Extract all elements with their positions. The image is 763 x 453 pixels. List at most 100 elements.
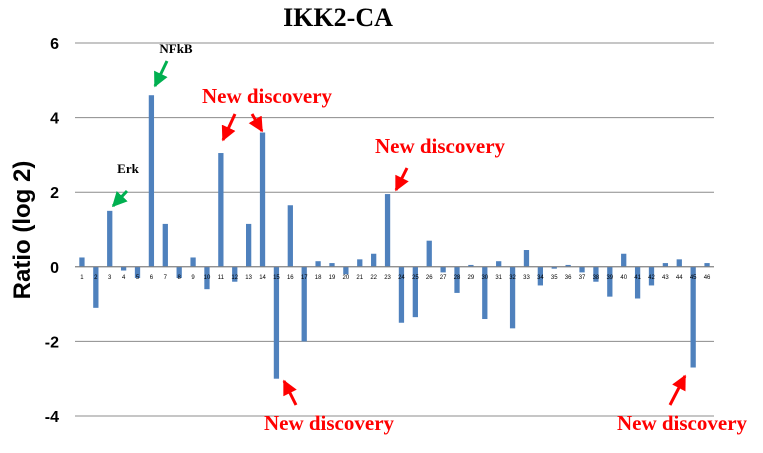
- x-tick-label: 18: [315, 275, 322, 281]
- x-tick-label: 19: [329, 275, 336, 281]
- bar: [79, 257, 85, 267]
- y-tick-label: 0: [50, 260, 59, 277]
- annotation-nfkb-label: NFkB: [159, 41, 193, 56]
- x-tick-label: 45: [690, 275, 697, 281]
- x-tick-label: 10: [204, 275, 211, 281]
- bar: [454, 266, 460, 293]
- bar: [329, 263, 335, 267]
- x-tick-label: 31: [495, 275, 502, 281]
- bar: [676, 259, 682, 267]
- x-tick-label: 5: [136, 275, 140, 281]
- x-tick-label: 16: [287, 275, 294, 281]
- bar: [426, 240, 432, 267]
- annotation-new-discovery-4-arrow: [668, 374, 687, 406]
- bar: [593, 266, 599, 282]
- bar: [496, 261, 502, 267]
- bar: [648, 266, 655, 286]
- annotation-new-discovery-1-arrow-a: [221, 113, 237, 142]
- bar: [315, 261, 321, 267]
- x-tick-label: 27: [440, 275, 447, 281]
- bar: [551, 266, 557, 269]
- bar: [218, 153, 224, 267]
- x-tick-label: 20: [343, 275, 350, 281]
- x-tick-label: 6: [150, 275, 154, 281]
- x-tick-label: 29: [468, 275, 475, 281]
- annotation-erk-arrow: [111, 189, 129, 208]
- bar: [162, 223, 168, 267]
- bar: [579, 266, 585, 273]
- x-tick-label: 23: [384, 275, 391, 281]
- annotation-new-discovery-3-label: New discovery: [264, 411, 395, 435]
- x-tick-label: 3: [108, 275, 112, 281]
- bar: [384, 194, 391, 267]
- bar: [93, 266, 99, 308]
- y-tick-labels: -4 -2 0 2 4 6: [45, 36, 59, 426]
- bar: [690, 266, 696, 368]
- bar: [537, 266, 543, 286]
- bar: [107, 210, 113, 267]
- bar: [565, 264, 571, 267]
- x-tick-label: 7: [164, 275, 168, 281]
- bar: [148, 95, 155, 267]
- x-tick-label: 35: [551, 275, 558, 281]
- bar: [509, 266, 516, 329]
- bars: [79, 95, 710, 379]
- bar: [134, 266, 141, 278]
- x-tick-label: 37: [579, 275, 586, 281]
- bar: [634, 266, 641, 299]
- bar: [204, 266, 210, 290]
- bar: [607, 266, 613, 297]
- bar: [662, 263, 669, 267]
- annotation-erk-label: Erk: [117, 161, 139, 176]
- bar: [412, 266, 418, 318]
- x-tick-label: 12: [231, 275, 238, 281]
- annotation-new-discovery-1-label: New discovery: [202, 84, 333, 108]
- y-tick-label: 6: [50, 36, 59, 53]
- x-tick-label: 25: [412, 275, 419, 281]
- bar: [273, 266, 280, 379]
- annotations: NFkB Erk New discovery New discovery New…: [111, 41, 748, 435]
- x-tick-label: 11: [218, 275, 225, 281]
- annotation-nfkb-arrow: [153, 60, 169, 88]
- x-tick-label: 1: [80, 275, 84, 281]
- x-tick-label: 21: [356, 275, 363, 281]
- annotation-new-discovery-2-label: New discovery: [375, 134, 506, 158]
- x-tick-label: 9: [191, 275, 195, 281]
- x-tick-label: 34: [537, 275, 544, 281]
- x-tick-label: 46: [704, 275, 711, 281]
- x-tick-label: 41: [634, 275, 641, 281]
- x-tick-label: 26: [426, 275, 433, 281]
- bar: [482, 266, 488, 320]
- y-tick-label: -4: [45, 409, 59, 426]
- annotation-new-discovery-1-arrow-b: [248, 113, 264, 133]
- bar: [246, 223, 252, 267]
- x-tick-label: 33: [523, 275, 530, 281]
- bar: [704, 263, 710, 267]
- annotation-new-discovery-4-label: New discovery: [617, 411, 748, 435]
- x-tick-label: 38: [593, 275, 600, 281]
- x-tick-label: 42: [648, 275, 655, 281]
- x-tick-label: 36: [565, 275, 572, 281]
- x-tick-label: 43: [662, 275, 669, 281]
- y-tick-label: -2: [45, 334, 59, 351]
- annotation-new-discovery-3-arrow: [282, 379, 298, 406]
- bar: [232, 266, 238, 282]
- bar: [468, 264, 474, 267]
- x-tick-label: 4: [122, 275, 126, 281]
- x-tick-label: 32: [509, 275, 516, 281]
- bar: [398, 266, 405, 323]
- bar: [120, 266, 127, 271]
- bar: [190, 257, 196, 267]
- y-axis-label: Ratio (log 2): [9, 161, 36, 300]
- x-tick-label: 17: [301, 275, 308, 281]
- x-tick-label: 30: [481, 275, 488, 281]
- bar: [343, 266, 349, 275]
- bar: [259, 132, 266, 267]
- x-tick-label: 2: [94, 275, 98, 281]
- y-tick-label: 4: [50, 111, 59, 128]
- gridlines: [75, 42, 714, 417]
- x-tick-label: 8: [178, 275, 182, 281]
- x-tick-label: 22: [370, 275, 377, 281]
- bar: [523, 250, 530, 267]
